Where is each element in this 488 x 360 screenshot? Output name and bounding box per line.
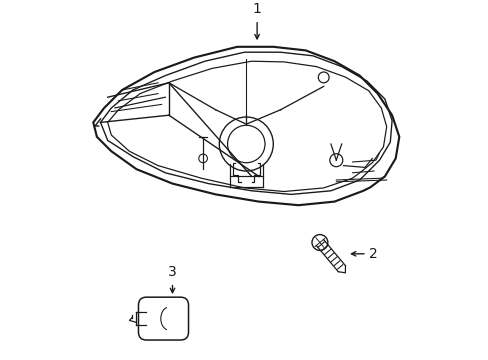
Text: 3: 3 [168, 265, 177, 279]
Text: 2: 2 [368, 247, 377, 261]
Text: 1: 1 [252, 2, 261, 16]
